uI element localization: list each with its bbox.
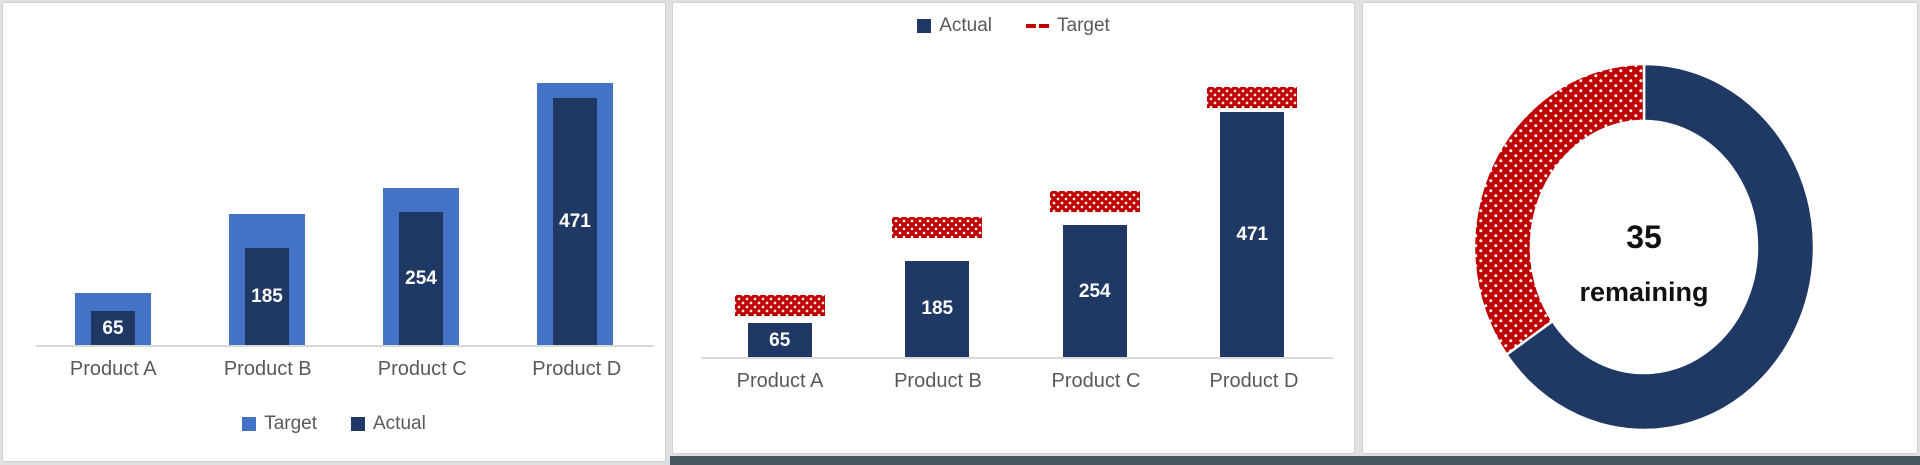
middle-category-axis: Product A Product B Product C Product D xyxy=(701,369,1333,393)
left-plot-area: 65 185 254 471 xyxy=(36,57,652,345)
legend-label: Actual xyxy=(939,15,992,36)
data-label: 65 xyxy=(769,329,791,351)
data-label: 254 xyxy=(1078,280,1111,302)
category-column: 65 xyxy=(701,87,859,357)
actual-bar: 254 xyxy=(1062,225,1127,357)
actual-bar: 65 xyxy=(747,323,812,357)
actual-bar: 185 xyxy=(245,248,289,345)
category-label: Product C xyxy=(377,358,467,380)
actual-bar: 185 xyxy=(905,260,970,357)
target-marker xyxy=(734,294,825,316)
category-column: 254 xyxy=(1016,87,1174,357)
category-label: Product B xyxy=(894,370,982,392)
middle-plot-area: 65 185 254 471 xyxy=(701,86,1332,357)
donut-gauge-chart[interactable]: 35 remaining xyxy=(1362,2,1918,454)
category-column: 65 xyxy=(36,57,190,345)
donut-plot-area xyxy=(1363,3,1917,453)
category-label: Product D xyxy=(532,358,622,380)
legend-swatch-icon xyxy=(351,417,365,431)
data-label: 471 xyxy=(559,211,591,233)
legend-swatch-icon xyxy=(242,417,257,431)
actual-bar: 471 xyxy=(553,98,597,345)
donut-svg xyxy=(1472,62,1816,432)
target-marker xyxy=(1207,86,1298,108)
data-label: 471 xyxy=(1236,224,1269,246)
category-label: Product B xyxy=(223,358,312,380)
category-label: Product A xyxy=(736,370,824,392)
category-label: Product D xyxy=(1209,370,1299,392)
legend-item-target: Target xyxy=(1026,15,1110,37)
legend-item-target: Target xyxy=(242,413,317,435)
legend-label: Target xyxy=(1057,15,1110,36)
legend-label: Actual xyxy=(373,413,426,434)
middle-legend: Actual Target xyxy=(673,15,1354,37)
data-label: 254 xyxy=(405,268,437,289)
legend-swatch-icon xyxy=(917,19,932,33)
donut-slice-remaining xyxy=(1472,62,1646,356)
donut-center-text: 35 remaining xyxy=(1524,219,1764,307)
legend-item-actual: Actual xyxy=(351,413,426,435)
target-dash-icon xyxy=(1026,24,1049,28)
target-marker xyxy=(892,216,983,238)
category-column: 254 xyxy=(344,57,498,345)
left-x-axis-line xyxy=(36,345,654,347)
donut-slice-completed xyxy=(1505,62,1816,432)
actual-bar: 65 xyxy=(91,311,135,345)
left-bar-columns: 65 185 254 471 xyxy=(36,57,652,345)
data-label: 185 xyxy=(251,286,283,308)
legend-label: Target xyxy=(264,413,317,434)
category-column: 471 xyxy=(498,57,652,345)
legend-item-actual: Actual xyxy=(917,15,992,37)
category-column: 185 xyxy=(859,87,1017,357)
category-label: Product C xyxy=(1051,370,1141,392)
donut-center-label: remaining xyxy=(1579,276,1709,307)
middle-bar-columns: 65 185 254 471 xyxy=(701,86,1332,357)
actual-bar: 471 xyxy=(1220,112,1285,357)
category-column: 185 xyxy=(190,57,344,345)
left-legend: Target Actual xyxy=(3,413,665,435)
left-category-axis: Product A Product B Product C Product D xyxy=(36,357,654,381)
target-marker xyxy=(1049,190,1140,212)
category-column: 471 xyxy=(1174,86,1332,357)
data-label: 185 xyxy=(921,298,954,320)
actual-bar: 254 xyxy=(399,212,443,345)
middle-x-axis-line xyxy=(701,357,1333,359)
target-marker-bar-chart[interactable]: Actual Target 65 185 254 471 Product A Produc… xyxy=(672,2,1355,454)
category-label: Product A xyxy=(69,358,157,380)
donut-center-value: 35 xyxy=(1626,219,1662,255)
data-label: 65 xyxy=(102,317,124,339)
bottom-strip xyxy=(670,456,1920,465)
